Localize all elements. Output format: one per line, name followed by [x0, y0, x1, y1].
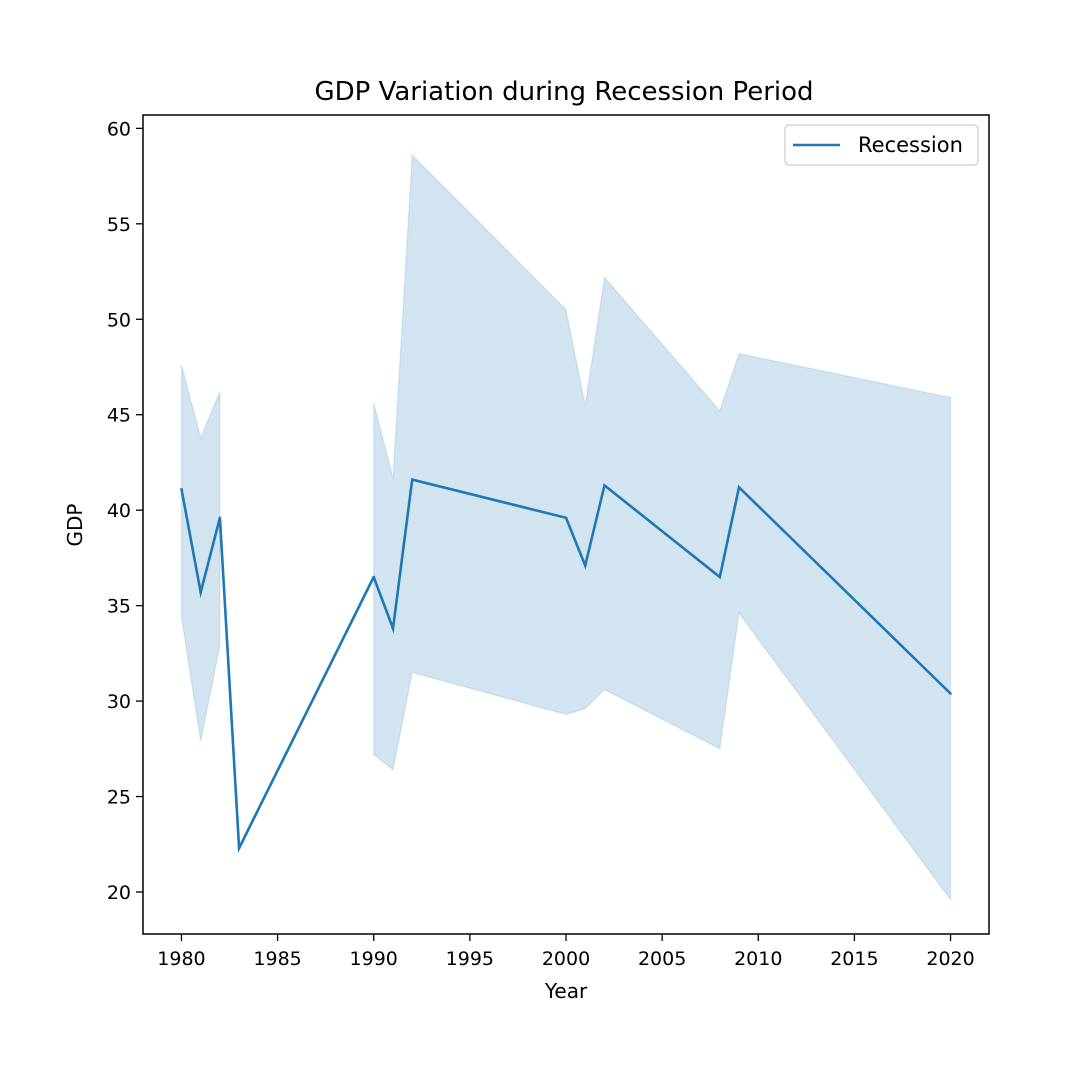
- chart-title: GDP Variation during Recession Period: [314, 77, 813, 107]
- confidence-bands: [180, 153, 952, 902]
- y-axis-ticks: 20 25 30 35 40 45 50 55 60: [107, 118, 143, 904]
- data-point-2001: [583, 564, 587, 567]
- data-point-1990: [372, 575, 376, 579]
- data-point-2020: [949, 692, 952, 695]
- data-point-2000: [564, 516, 568, 520]
- x-tick-label-1980: 1980: [157, 948, 205, 970]
- data-point-2002: [603, 484, 606, 487]
- confidence-band-segment-3: [372, 153, 952, 902]
- x-tick-label-2005: 2005: [638, 948, 686, 970]
- data-points: [180, 478, 952, 850]
- x-axis-label: Year: [544, 979, 588, 1003]
- data-point-1991: [391, 627, 395, 630]
- data-point-1982: [218, 516, 222, 520]
- legend: Recession: [784, 124, 979, 166]
- data-point-1980: [180, 487, 183, 491]
- y-tick-label-25: 25: [107, 787, 131, 809]
- y-tick-label-60: 60: [107, 118, 131, 140]
- data-point-2009: [737, 486, 741, 489]
- legend-box: [784, 124, 979, 166]
- data-point-2008: [718, 575, 722, 579]
- data-point-1992: [410, 478, 414, 481]
- y-tick-label-50: 50: [107, 309, 131, 331]
- x-tick-label-1985: 1985: [253, 948, 301, 970]
- x-tick-label-2000: 2000: [542, 948, 590, 970]
- x-tick-label-1995: 1995: [446, 948, 494, 970]
- y-axis-label: GDP: [63, 504, 87, 547]
- y-tick-label-55: 55: [107, 214, 131, 236]
- x-tick-label-2010: 2010: [734, 948, 782, 970]
- data-point-1981: [199, 591, 202, 594]
- confidence-band-segment-1: [180, 364, 221, 742]
- x-axis-ticks: 1980 1985 1990 1995 2000 2005 2010 2015 2020: [157, 934, 975, 970]
- x-tick-label-1990: 1990: [350, 948, 398, 970]
- y-tick-label-35: 35: [107, 596, 131, 618]
- y-tick-label-20: 20: [107, 882, 131, 904]
- x-tick-label-2015: 2015: [830, 948, 878, 970]
- data-point-1983: [237, 846, 241, 850]
- y-tick-label-45: 45: [107, 405, 131, 427]
- y-tick-label-40: 40: [107, 500, 131, 522]
- y-tick-label-30: 30: [107, 691, 131, 713]
- x-tick-label-2020: 2020: [926, 948, 974, 970]
- legend-label: Recession: [858, 133, 963, 157]
